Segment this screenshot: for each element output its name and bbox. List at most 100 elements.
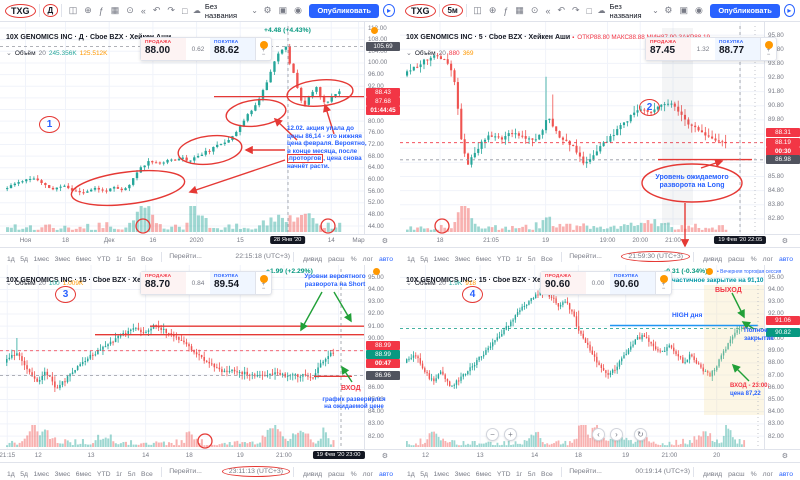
goto-date-button[interactable]: Перейти... [169,468,202,475]
scale-option-лог[interactable]: лог [362,470,373,478]
price-axis[interactable]: 112.00108.00104.00100.0096.0092.0080.007… [364,22,400,234]
replay-icon[interactable]: « [545,5,551,16]
replay-icon[interactable]: « [140,5,146,16]
data-delay-icon[interactable] [706,268,713,275]
fullscreen-icon[interactable]: ▣ [278,5,288,15]
time-axis[interactable]: ⚙ 21:15 12 13 14 18 19 21:00 19 Фев '20 23:00 [0,449,400,462]
snapshot-camera-icon[interactable]: ◉ [294,5,302,15]
range-button-6мес[interactable]: 6мес [75,255,92,263]
scale-option-лог[interactable]: лог [762,255,773,263]
chart-type-icon[interactable]: ◫ [473,5,482,15]
chevron-down-icon[interactable]: ⌄ [652,6,659,15]
legend-caret-icon[interactable]: ⌄ [406,280,412,287]
buy-button[interactable]: ПОКУПКА 88.62 [210,38,255,60]
time-axis[interactable]: ⚙ 12 13 14 18 19 21:00 20 [400,449,800,462]
range-button-3мес[interactable]: 3мес [54,470,71,478]
scale-option-расш[interactable]: расш [328,255,345,263]
range-button-5д[interactable]: 5д [420,255,428,263]
symbol-title[interactable]: 10X GENOMICS INC · Д · Cboe BZX · Хейкен… [6,34,172,41]
replay-play-icon[interactable]: ▸ [383,4,396,17]
range-button-1г[interactable]: 1г [116,470,123,478]
scale-option-расш[interactable]: расш [328,470,345,478]
minus-icon[interactable]: − [766,52,771,58]
symbol-search-button[interactable]: TXG [405,3,436,18]
symbol-search-button[interactable]: TXG [5,3,36,18]
scale-option-расш[interactable]: расш [728,255,745,263]
scale-option-%[interactable]: % [750,255,757,263]
data-delay-icon[interactable] [371,27,378,34]
minus-icon[interactable]: − [661,286,666,292]
legend-caret-icon[interactable]: ⌄ [6,50,12,57]
range-button-Все[interactable]: Все [541,470,553,478]
info-icon[interactable] [259,275,268,283]
alert-icon[interactable]: ⊙ [126,5,134,15]
info-icon[interactable] [764,41,773,49]
scale-option-дивид[interactable]: дивид [703,255,723,263]
range-button-Все[interactable]: Все [141,255,153,263]
scale-option-дивид[interactable]: дивид [303,255,323,263]
settings-gear-icon[interactable]: ⚙ [664,5,673,15]
range-button-Все[interactable]: Все [141,470,153,478]
range-button-1г[interactable]: 1г [516,255,523,263]
buy-button[interactable]: ПОКУПКА 90.60 [610,272,655,294]
redo-icon[interactable]: ↷ [572,5,580,15]
range-button-YTD[interactable]: YTD [96,470,111,478]
settings-gear-icon[interactable]: ⚙ [263,5,272,15]
data-delay-icon[interactable] [373,268,380,275]
scale-option-лог[interactable]: лог [362,255,373,263]
info-icon[interactable] [659,275,668,283]
range-button-6мес[interactable]: 6мес [475,255,492,263]
chart-type-icon[interactable]: ◫ [68,5,78,15]
clock[interactable]: 23:11:13 (UTC+3) [221,466,291,477]
range-button-5л[interactable]: 5л [127,470,136,478]
undo-icon[interactable]: ↶ [557,5,565,15]
compare-icon[interactable]: ⊕ [488,5,497,15]
symbol-title[interactable]: 10X GENOMICS INC · 15 · Cboe BZX · Хейке… [6,277,175,284]
interval-button[interactable]: 5м [442,4,463,17]
plus-icon[interactable]: + [261,48,266,54]
range-button-5л[interactable]: 5л [127,255,136,263]
range-button-YTD[interactable]: YTD [496,255,511,263]
goto-date-button[interactable]: Перейти... [569,253,602,260]
range-button-1мес[interactable]: 1мес [433,255,450,263]
range-button-6мес[interactable]: 6мес [75,470,92,478]
buy-button[interactable]: ПОКУПКА 88.77 [715,38,760,60]
minus-icon[interactable]: − [261,286,266,292]
info-icon[interactable] [259,41,268,49]
layout-name[interactable]: Без названия [609,1,642,20]
snapshot-camera-icon[interactable]: ◉ [694,5,703,15]
range-button-6мес[interactable]: 6мес [475,470,492,478]
time-axis[interactable]: ⚙ 18 21:05 19 19:00 20:00 21:00 19 Фев '20 22:0… [400,234,800,247]
range-button-1г[interactable]: 1г [116,255,123,263]
range-button-5д[interactable]: 5д [420,470,428,478]
plus-icon[interactable]: + [661,282,666,288]
minus-icon[interactable]: − [261,52,266,58]
indicators-icon[interactable]: ƒ [503,5,509,16]
range-button-YTD[interactable]: YTD [96,255,111,263]
volume-legend[interactable]: ⌄ Объём 20 245.356K 125.512K [6,49,108,58]
scale-option-дивид[interactable]: дивид [303,470,323,478]
volume-legend[interactable]: ⌄ Объём 20 1.9K 918 [406,279,476,288]
legend-caret-icon[interactable]: ⌄ [406,50,412,57]
templates-icon[interactable]: ▦ [110,5,120,15]
price-axis[interactable]: 95.00 94.00 93.00 92.00 90.00 89.00 88.00 87.00… [764,265,800,449]
range-button-5д[interactable]: 5д [20,255,28,263]
alert-icon[interactable]: ⊙ [530,5,539,15]
range-button-5л[interactable]: 5л [527,255,536,263]
interval-button[interactable]: Д [42,4,59,17]
undo-icon[interactable]: ↶ [152,5,161,15]
range-button-1д[interactable]: 1д [407,470,415,478]
range-button-1г[interactable]: 1г [516,470,523,478]
scale-option-авто[interactable]: авто [778,255,793,263]
scale-option-расш[interactable]: расш [728,470,745,478]
legend-caret-icon[interactable]: ⌄ [6,280,12,287]
volume-legend[interactable]: ⌄ Объём 20 100 1.009K [6,279,83,288]
scale-option-%[interactable]: % [350,255,357,263]
sell-button[interactable]: ПРОДАЖА 87.45 [646,38,691,60]
axis-settings-icon[interactable]: ⚙ [381,238,388,245]
chart-nav-button[interactable]: ‹ [592,428,605,441]
range-button-1д[interactable]: 1д [7,470,15,478]
layout-name[interactable]: Без названия [204,1,238,20]
scale-option-авто[interactable]: авто [778,470,793,478]
time-axis[interactable]: ⚙ Ноя 18 Дек 16 2020 15 28 Янв '20 14 Мар [0,234,400,247]
